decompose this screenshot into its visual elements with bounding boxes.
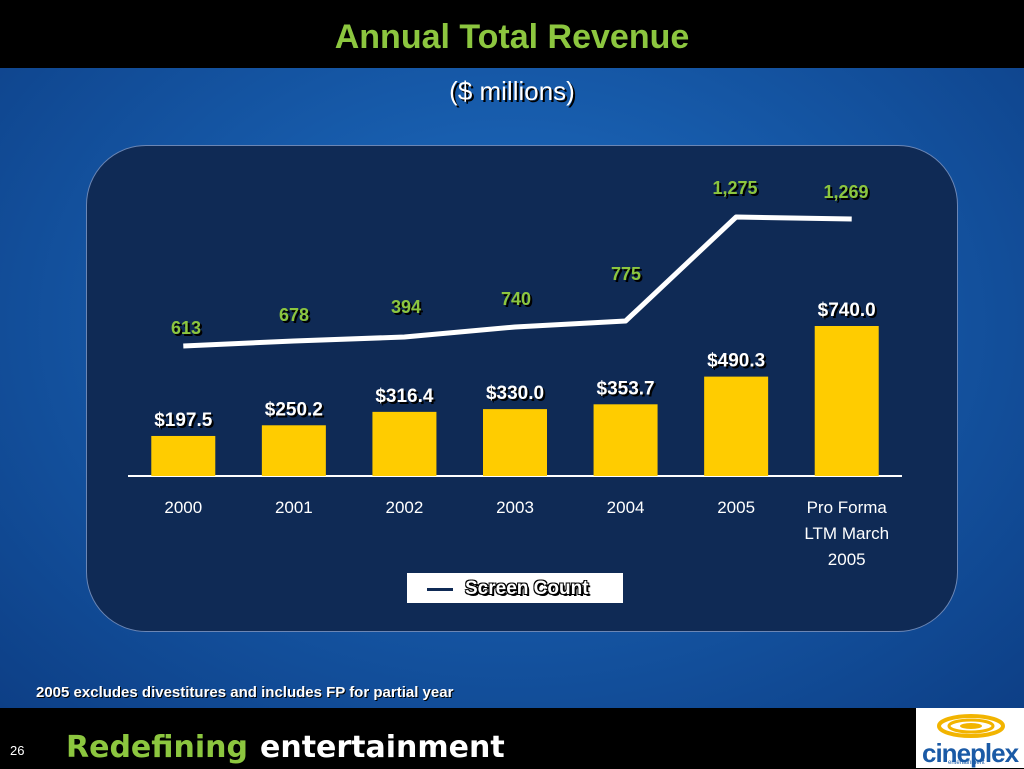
bar-label-shadow: $740.0: [820, 302, 878, 323]
bar-label-shadow: $250.2: [267, 401, 325, 422]
x-tick-label: Pro Forma: [807, 498, 888, 517]
bar-label: $490.3: [707, 351, 765, 372]
x-tick-label: 2005: [828, 550, 866, 569]
bar-label: $353.7: [597, 378, 655, 399]
x-tick-label: 2001: [275, 498, 313, 517]
chart-legend: Screen Count: [405, 571, 625, 605]
tagline-entertainment: entertainment: [259, 730, 505, 765]
bar-pro-forma-ltm-march-2005: [814, 326, 879, 476]
line-label-shadow: 394: [393, 299, 423, 319]
bar-2002: [372, 411, 437, 476]
tagline-redefining: Redefining: [66, 730, 248, 765]
line-label: 775: [611, 264, 641, 284]
line-label: 1,269: [823, 182, 868, 202]
bar-label: $316.4: [375, 386, 434, 407]
x-tick-label: 2003: [496, 498, 534, 517]
legend-line-swatch: [427, 588, 453, 591]
bar-label: $250.2: [265, 399, 323, 420]
footer-bar: [0, 708, 1024, 768]
line-label: 740: [501, 289, 531, 309]
bar-label: $740.0: [818, 300, 876, 321]
bar-2003: [483, 409, 547, 476]
line-label: 613: [171, 318, 201, 338]
slide-title: Annual Total Revenue: [334, 18, 690, 56]
bar-2005: [704, 376, 769, 476]
bar-2004: [593, 404, 658, 476]
line-label-shadow: 1,275: [714, 180, 759, 200]
line-label-shadow: 1,269: [825, 184, 870, 204]
slide-subtitle: ($ millions): [449, 76, 575, 106]
line-label-shadow: 678: [281, 307, 311, 327]
bar-label-shadow: $316.4: [377, 388, 436, 409]
bar-label-shadow: $490.3: [709, 353, 767, 374]
cineplex-logo: cineplex entertainment: [916, 708, 1024, 768]
title-bar: [0, 0, 1024, 68]
line-label-shadow: 740: [503, 291, 533, 311]
bar-label: $197.5: [154, 410, 213, 431]
line-label: 1,275: [712, 178, 757, 198]
line-label: 678: [279, 305, 309, 325]
line-label-shadow: 775: [613, 266, 643, 286]
bar-2000: [151, 435, 216, 476]
tagline: Redefining entertainment: [66, 730, 505, 765]
screen-count-line: [183, 214, 852, 349]
x-tick-label: LTM March: [804, 524, 889, 543]
footnote: 2005 excludes divestitures and includes …: [36, 684, 454, 701]
chart-panel: [86, 145, 958, 632]
legend-label: Screen Count: [465, 578, 589, 599]
bar-label-shadow: $330.0: [488, 385, 546, 406]
logo-subtext: entertainment: [948, 760, 985, 766]
x-tick-label: 2000: [164, 498, 202, 517]
bar-label-shadow: $197.5: [156, 412, 215, 433]
x-tick-label: 2002: [386, 498, 424, 517]
line-label: 394: [391, 297, 421, 317]
bar-2001: [261, 425, 326, 476]
x-tick-label: 2004: [607, 498, 645, 517]
bar-label: $330.0: [486, 383, 544, 404]
logo-rings-icon: [937, 714, 1005, 738]
line-label-shadow: 613: [173, 320, 203, 340]
logo-text: cineplex: [922, 738, 1019, 768]
x-tick-label: 2005: [717, 498, 755, 517]
bar-label-shadow: $353.7: [599, 380, 657, 401]
page-number: 26: [10, 743, 25, 758]
